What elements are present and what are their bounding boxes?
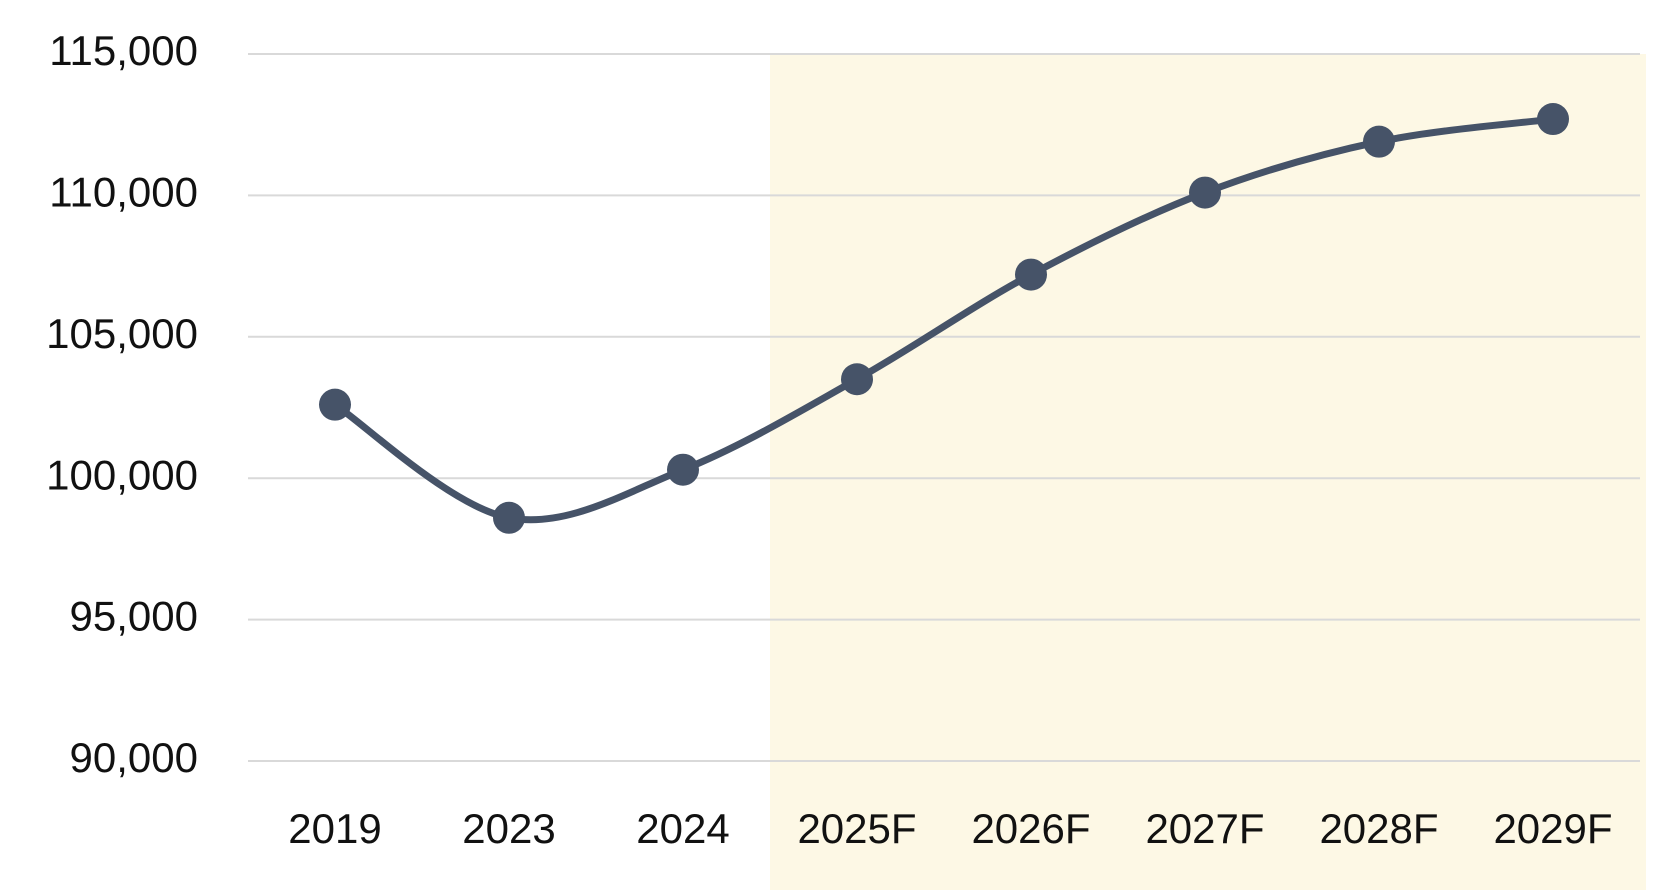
x-tick-label: 2029F: [1493, 805, 1612, 852]
point: [841, 363, 873, 396]
x-tick-label: 2024: [636, 805, 729, 852]
y-tick-label: 115,000: [49, 27, 198, 74]
x-tick-label: 2019: [288, 805, 381, 852]
y-tick-label: 95,000: [70, 593, 198, 640]
y-tick-label: 100,000: [46, 451, 198, 498]
point: [1537, 103, 1569, 136]
y-tick-label: 110,000: [49, 168, 198, 215]
point: [1363, 125, 1395, 158]
y-tick-label: 105,000: [46, 310, 198, 357]
point: [667, 453, 699, 486]
x-tick-label: 2026F: [971, 805, 1090, 852]
x-tick-label: 2023: [462, 805, 555, 852]
point: [493, 501, 525, 534]
x-tick-label: 2025F: [797, 805, 916, 852]
point: [1015, 258, 1047, 291]
point: [319, 388, 351, 421]
y-tick-label: 90,000: [70, 734, 198, 781]
point: [1189, 176, 1221, 209]
x-tick-label: 2027F: [1145, 805, 1264, 852]
x-tick-label: 2028F: [1319, 805, 1438, 852]
